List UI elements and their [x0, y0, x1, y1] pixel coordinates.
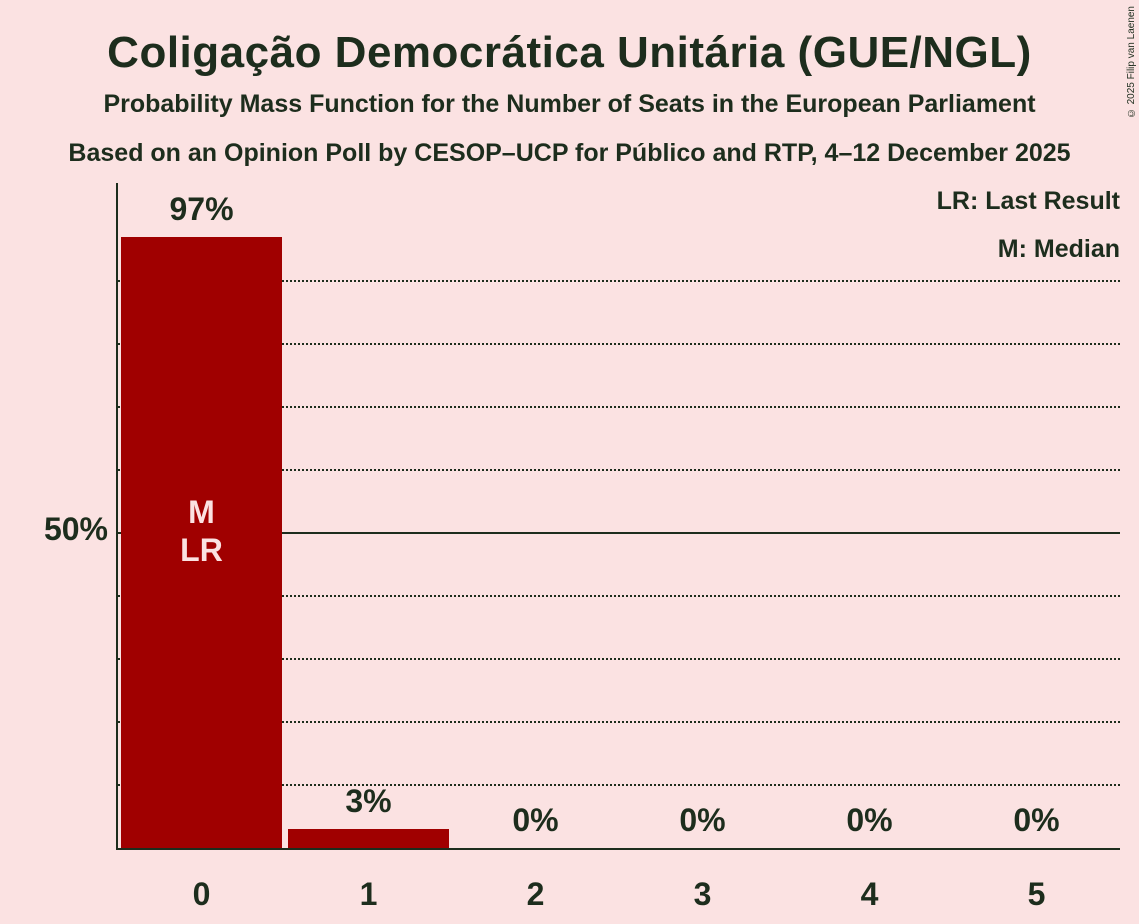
bar-value-label-3: 0%: [679, 802, 726, 838]
x-tick-label-5: 5: [1027, 876, 1046, 912]
bar-value-label-2: 0%: [512, 802, 559, 838]
bar-seats-1: [288, 829, 449, 848]
gridline-dotted-20: [118, 721, 1120, 723]
annotation-line-m: M: [188, 494, 215, 530]
gridline-dotted-70: [118, 406, 1120, 408]
bar-value-label-5: 0%: [1013, 802, 1060, 838]
chart-subtitle: Probability Mass Function for the Number…: [103, 90, 1036, 118]
annotation-line-lr: LR: [180, 532, 223, 568]
gridline-dotted-80: [118, 343, 1120, 345]
legend-median: M: Median: [997, 235, 1120, 263]
legend-last-result: LR: Last Result: [936, 187, 1120, 215]
chart-title: Coligação Democrática Unitária (GUE/NGL): [107, 28, 1032, 77]
gridline-solid-50: [118, 532, 1120, 534]
gridline-dotted-90: [118, 280, 1120, 282]
y-axis-line: [116, 183, 118, 848]
gridline-dotted-10: [118, 784, 1120, 786]
y-tick-label-50: 50%: [43, 511, 108, 547]
chart-source-line: Based on an Opinion Poll by CESOP–UCP fo…: [68, 139, 1071, 167]
gridline-dotted-40: [118, 595, 1120, 597]
x-tick-label-4: 4: [860, 876, 879, 912]
x-tick-label-1: 1: [359, 876, 378, 912]
x-tick-label-3: 3: [693, 876, 712, 912]
bar-value-label-1: 3%: [345, 783, 392, 820]
x-tick-label-0: 0: [192, 876, 211, 912]
x-tick-label-2: 2: [526, 876, 545, 912]
bar-value-label-0: 97%: [169, 190, 234, 227]
copyright-notice: © 2025 Filip van Laenen: [1126, 6, 1137, 119]
gridline-dotted-60: [118, 469, 1120, 471]
bar-value-label-4: 0%: [846, 802, 893, 838]
x-axis-line: [116, 848, 1120, 850]
median-last-result-annotation: M LR: [118, 493, 285, 569]
gridline-dotted-30: [118, 658, 1120, 660]
bar-seats-0: [121, 236, 282, 848]
plot-area: 97% 3% 0% 0% 0% 0% M LR: [116, 183, 1120, 850]
